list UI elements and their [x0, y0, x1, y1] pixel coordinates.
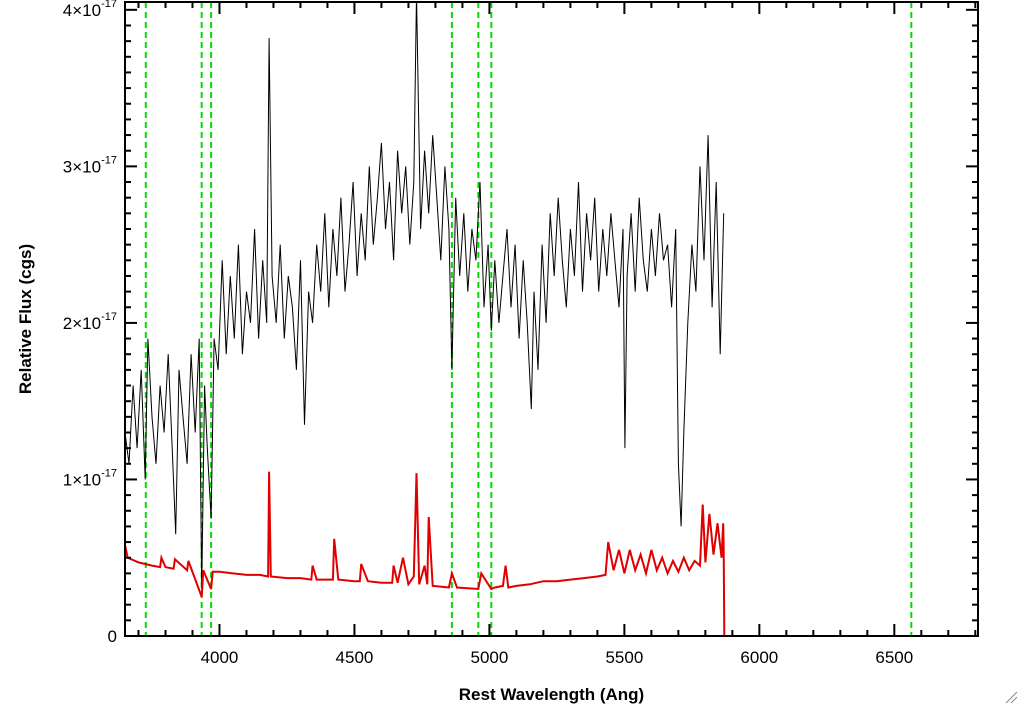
resize-grip-icon[interactable] [1004, 690, 1018, 704]
model-line-red [125, 471, 978, 636]
axis-ticks [125, 2, 978, 637]
x-tick-label: 6500 [875, 648, 913, 667]
y-tick-label: 2×10-17 [63, 311, 117, 333]
y-tick-label: 4×10-17 [63, 0, 117, 20]
y-axis-title: Relative Flux (cgs) [16, 244, 35, 394]
x-axis-title: Rest Wavelength (Ang) [459, 685, 644, 704]
x-tick-label: 4500 [336, 648, 374, 667]
y-tick-labels: 0 1×10-17 2×10-17 3×10-17 4×10-17 [63, 0, 117, 646]
plot-frame [124, 1, 979, 637]
x-tick-label: 5500 [605, 648, 643, 667]
y-tick-label: 0 [108, 627, 117, 646]
y-tick-label: 3×10-17 [63, 154, 117, 176]
spectrum-line-black [125, 2, 725, 590]
x-tick-label: 4000 [201, 648, 239, 667]
series-layer [125, 2, 978, 636]
x-tick-label: 6000 [740, 648, 778, 667]
y-tick-label: 1×10-17 [63, 467, 117, 489]
reference-lines [144, 2, 913, 636]
x-tick-labels: 4000 4500 5000 5500 6000 6500 [201, 648, 914, 667]
x-tick-label: 5000 [471, 648, 509, 667]
